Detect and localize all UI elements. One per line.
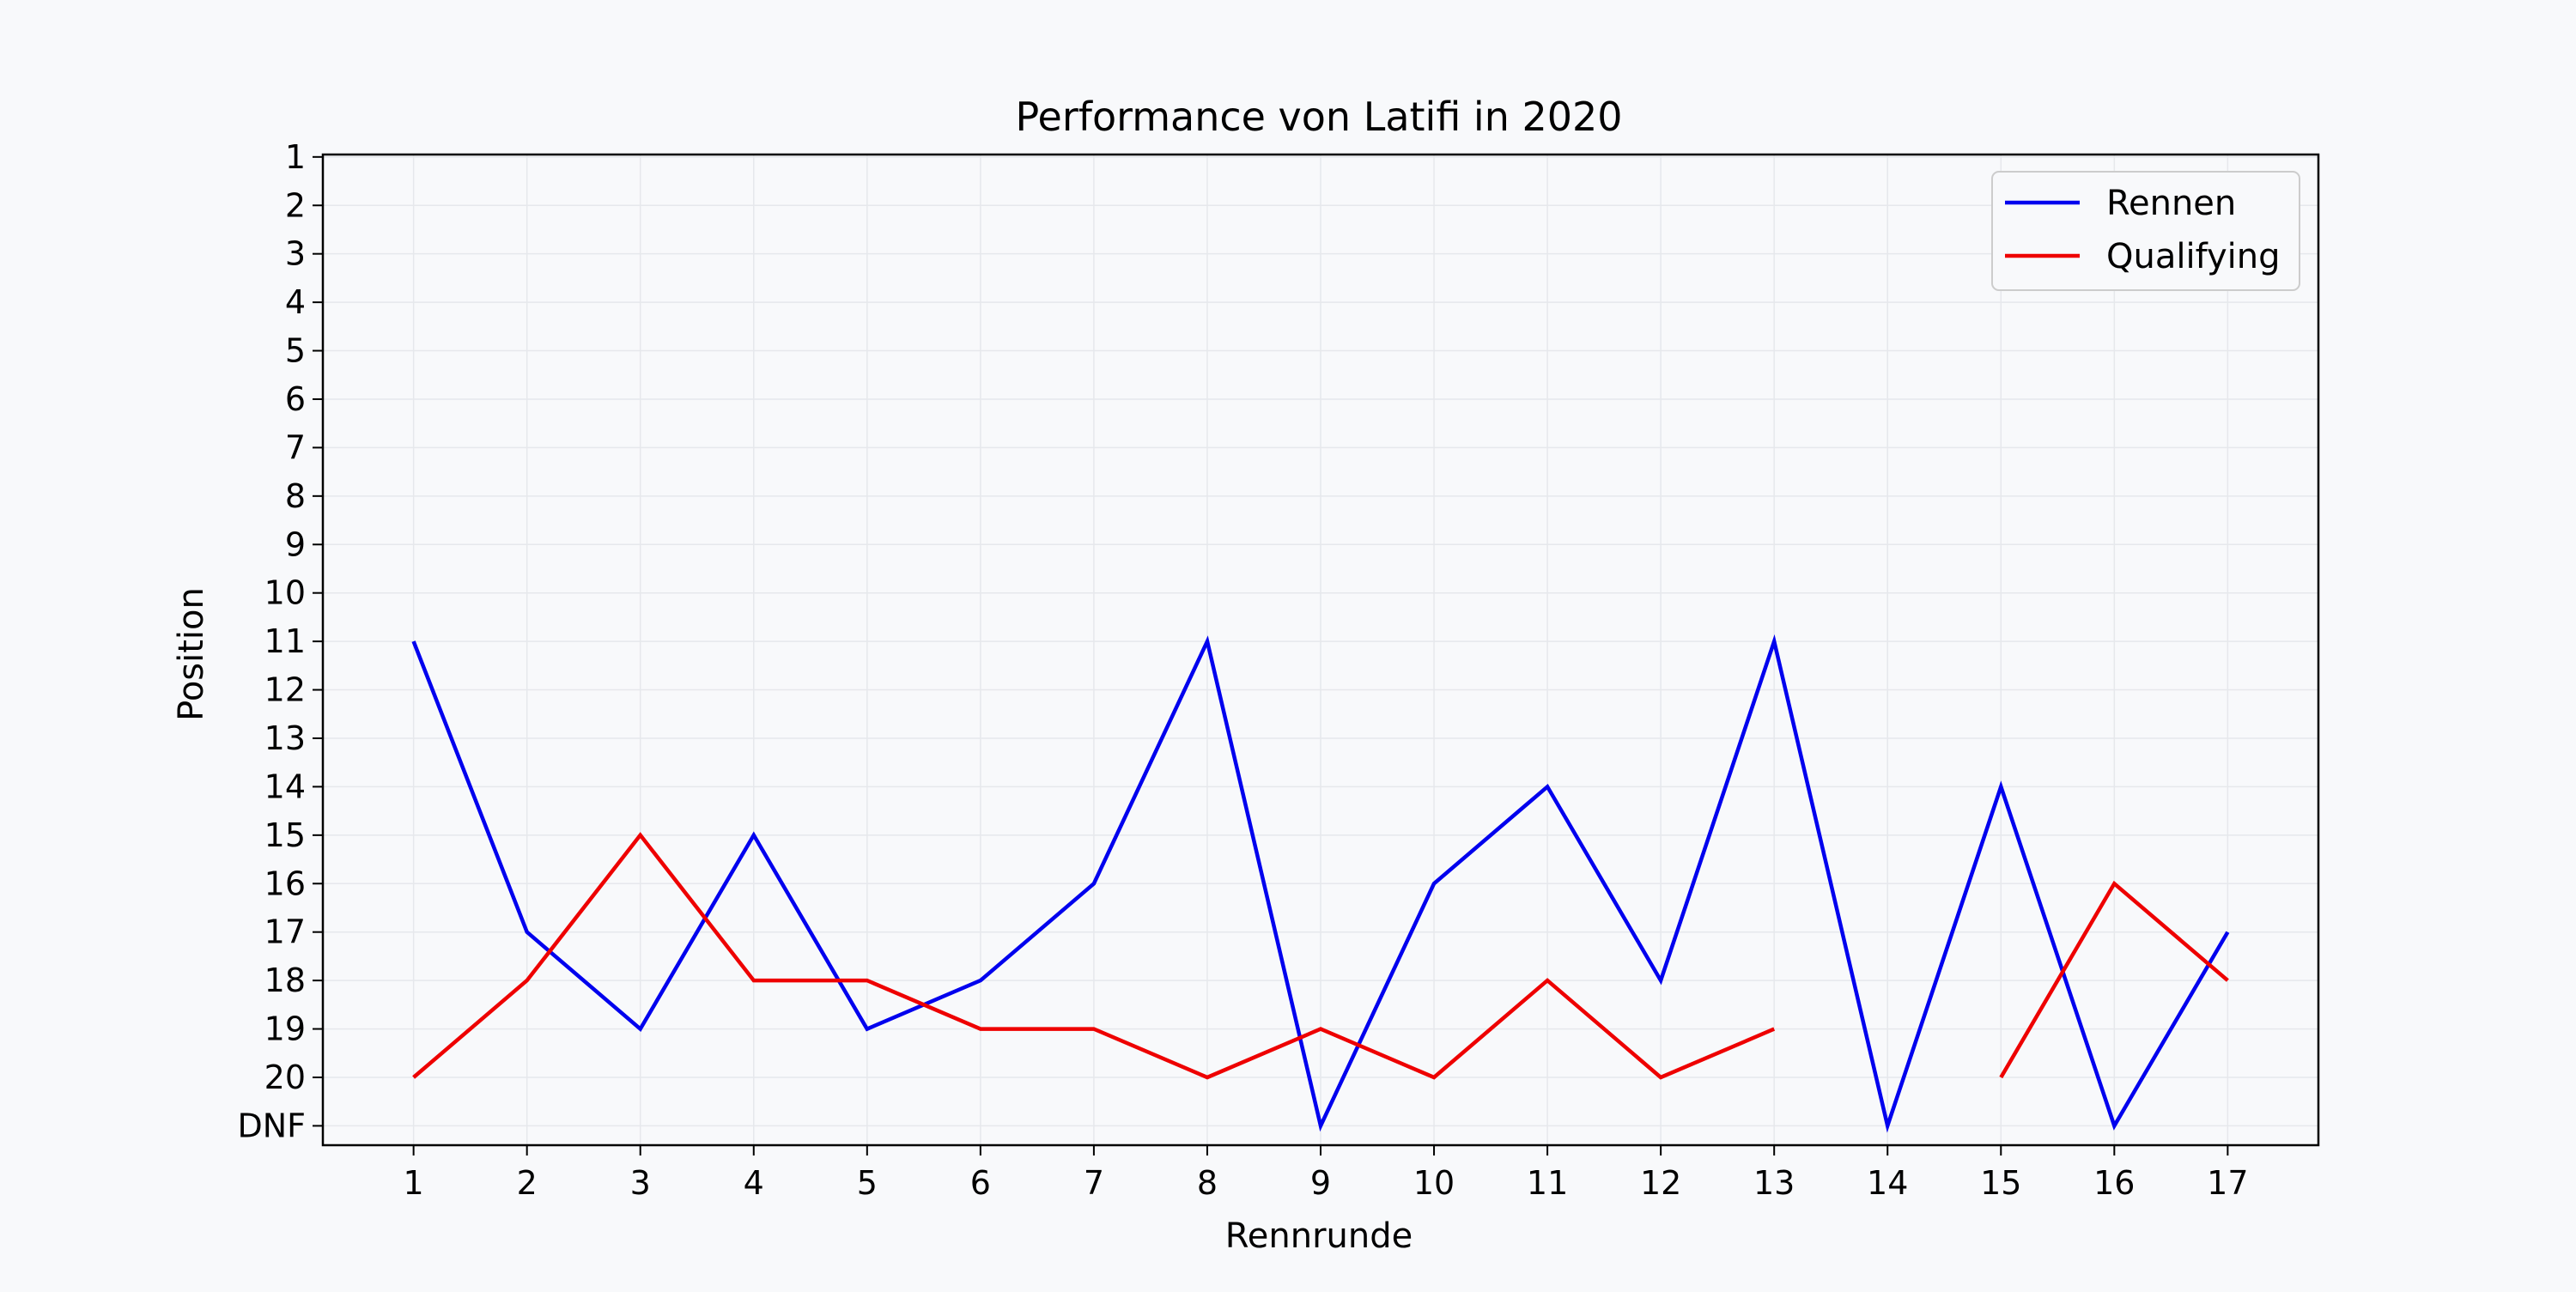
x-tick-label: 7 — [1084, 1164, 1104, 1202]
y-tick-label: 18 — [264, 961, 306, 999]
x-tick-label: 9 — [1310, 1164, 1331, 1202]
x-tick-label: 14 — [1867, 1164, 1908, 1202]
x-tick-label: 12 — [1640, 1164, 1681, 1202]
series-line-qualifying — [412, 832, 2229, 1080]
legend-label: Qualifying — [2106, 237, 2280, 276]
x-tick-label: 11 — [1527, 1164, 1568, 1202]
x-tick-label: 13 — [1753, 1164, 1795, 1202]
x-tick-label: 4 — [744, 1164, 764, 1202]
y-tick-label: 17 — [264, 913, 306, 951]
y-tick-label: 19 — [264, 1010, 306, 1048]
x-axis: 1 2 3 4 5 6 7 8 9 10 11 12 13 14 15 16 17 — [404, 1145, 2249, 1202]
x-tick-label: 1 — [404, 1164, 424, 1202]
legend-label: Rennen — [2106, 184, 2236, 223]
x-tick-label: 17 — [2207, 1164, 2248, 1202]
chart-title: Performance von Latifi in 2020 — [1015, 94, 1622, 140]
x-tick-label: 3 — [630, 1164, 651, 1202]
y-tick-label: 4 — [285, 283, 306, 321]
x-axis-title: Rennrunde — [1225, 1216, 1413, 1256]
series-line-rennen — [411, 634, 2230, 1133]
x-tick-label: 6 — [970, 1164, 991, 1202]
legend: Rennen Qualifying — [1991, 171, 2300, 291]
y-tick-label: 10 — [264, 574, 306, 612]
x-tick-label: 16 — [2093, 1164, 2135, 1202]
y-tick-label: 1 — [285, 138, 306, 176]
grid — [323, 155, 2318, 1145]
x-tick-label: 8 — [1197, 1164, 1218, 1202]
y-tick-label: 13 — [264, 719, 306, 757]
y-tick-label: 2 — [285, 186, 306, 224]
y-tick-label: 6 — [285, 380, 306, 418]
y-tick-label: 15 — [264, 816, 306, 854]
y-axis-title: Position — [172, 587, 211, 721]
y-tick-label: DNF — [237, 1107, 306, 1144]
y-tick-label: 7 — [285, 428, 306, 466]
y-tick-label: 16 — [264, 864, 306, 902]
y-tick-label: 12 — [264, 671, 306, 709]
y-tick-label: 11 — [264, 622, 306, 660]
y-tick-label: 9 — [285, 525, 306, 563]
y-tick-label: 14 — [264, 767, 306, 805]
x-tick-label: 5 — [857, 1164, 878, 1202]
y-tick-label: 3 — [285, 235, 306, 273]
y-tick-label: 5 — [285, 332, 306, 370]
x-tick-label: 10 — [1413, 1164, 1455, 1202]
x-tick-label: 2 — [517, 1164, 538, 1202]
series-lines — [411, 634, 2230, 1133]
y-tick-label: 8 — [285, 477, 306, 515]
y-tick-label: 20 — [264, 1058, 306, 1096]
x-tick-label: 15 — [1980, 1164, 2021, 1202]
